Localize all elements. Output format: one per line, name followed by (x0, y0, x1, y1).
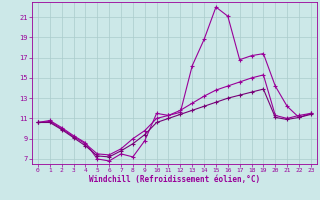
X-axis label: Windchill (Refroidissement éolien,°C): Windchill (Refroidissement éolien,°C) (89, 175, 260, 184)
